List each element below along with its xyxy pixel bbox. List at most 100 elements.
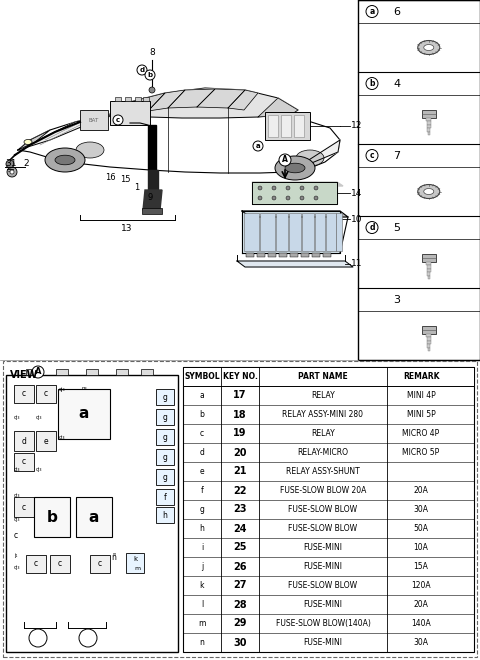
Text: h: h (200, 524, 204, 533)
Bar (290, 253, 298, 257)
Text: c: c (22, 389, 26, 399)
Text: g: g (163, 453, 168, 461)
Bar (257, 253, 265, 257)
Bar (312, 253, 320, 257)
Bar (80, 110, 108, 130)
Text: d: d (369, 223, 375, 232)
Text: a: a (79, 407, 89, 422)
Text: cj₃: cj₃ (14, 564, 21, 570)
Circle shape (366, 77, 378, 90)
Text: 30A: 30A (413, 638, 429, 647)
Text: FUSE-SLOW BLOW: FUSE-SLOW BLOW (288, 524, 358, 533)
Circle shape (300, 186, 304, 190)
Bar (268, 115, 278, 137)
Text: g: g (163, 473, 168, 482)
Circle shape (366, 5, 378, 18)
Text: l: l (201, 600, 203, 609)
Circle shape (300, 196, 304, 200)
Bar (36, 385, 56, 403)
Text: 23: 23 (233, 504, 247, 515)
Circle shape (10, 170, 14, 174)
Bar (135, 97, 141, 101)
Text: FUSE-MINI: FUSE-MINI (303, 600, 343, 609)
Polygon shape (18, 112, 340, 173)
Text: 3: 3 (393, 294, 400, 304)
Bar (301, 253, 309, 257)
Circle shape (137, 65, 147, 75)
Text: REMARK: REMARK (403, 372, 439, 381)
Ellipse shape (285, 163, 305, 173)
Bar (14, 453, 34, 471)
Text: 24: 24 (233, 523, 247, 533)
Polygon shape (148, 125, 156, 170)
Text: 16: 16 (105, 172, 116, 182)
Text: n: n (200, 638, 204, 647)
Ellipse shape (45, 148, 85, 172)
Circle shape (6, 160, 14, 168)
Text: 9: 9 (148, 193, 153, 203)
Text: c: c (200, 429, 204, 438)
Bar (427, 341, 431, 344)
Text: e: e (44, 436, 48, 446)
Ellipse shape (418, 40, 440, 55)
Bar (183, 367, 474, 652)
Polygon shape (18, 117, 105, 150)
Circle shape (272, 186, 276, 190)
Text: cj₃: cj₃ (14, 492, 21, 498)
Bar (289, 213, 301, 251)
Text: 17: 17 (233, 391, 247, 401)
Polygon shape (107, 93, 165, 117)
Bar (156, 389, 174, 405)
Text: g: g (200, 505, 204, 514)
Polygon shape (258, 98, 298, 117)
Bar (156, 429, 174, 445)
Bar (294, 115, 304, 137)
Text: FUSE-SLOW BLOW 20A: FUSE-SLOW BLOW 20A (280, 486, 366, 495)
Bar (143, 97, 149, 101)
Bar (276, 213, 288, 251)
Bar (183, 367, 474, 386)
Bar (246, 253, 254, 257)
Text: cj₃: cj₃ (14, 414, 21, 420)
Circle shape (113, 115, 123, 125)
Text: a: a (370, 7, 374, 16)
Text: j: j (201, 562, 203, 571)
Bar (86, 369, 98, 375)
Text: MINI 4P: MINI 4P (407, 391, 435, 400)
Text: KEY NO.: KEY NO. (223, 372, 257, 381)
Bar (302, 213, 314, 251)
Text: 27: 27 (233, 581, 247, 591)
Bar (116, 369, 128, 375)
Text: a: a (89, 510, 99, 525)
Bar (265, 112, 310, 140)
Bar (58, 389, 110, 439)
Text: RELAY: RELAY (311, 429, 335, 438)
Bar (110, 101, 150, 125)
Text: c: c (34, 560, 38, 568)
Text: cj₃: cj₃ (59, 434, 65, 440)
Circle shape (145, 70, 155, 80)
Text: 28: 28 (233, 599, 247, 609)
Text: 14: 14 (351, 189, 362, 197)
Text: RELAY-MICRO: RELAY-MICRO (298, 448, 348, 457)
Text: FUSE-MINI: FUSE-MINI (303, 562, 343, 571)
Text: f: f (201, 486, 204, 495)
Text: c: c (58, 560, 62, 568)
Bar (268, 253, 276, 257)
Text: k: k (133, 556, 137, 562)
Text: RELAY: RELAY (311, 391, 335, 400)
Bar (244, 213, 259, 251)
Bar (422, 253, 436, 261)
Text: c: c (44, 389, 48, 399)
Text: 21: 21 (233, 467, 247, 477)
Ellipse shape (424, 189, 434, 195)
Bar (427, 337, 431, 341)
Ellipse shape (24, 139, 32, 145)
Text: 10A: 10A (414, 543, 429, 552)
Bar (428, 276, 430, 279)
Text: ñ: ñ (111, 554, 117, 562)
Circle shape (253, 141, 263, 151)
Bar (90, 555, 110, 573)
Text: c: c (14, 531, 18, 539)
Text: c: c (116, 117, 120, 123)
